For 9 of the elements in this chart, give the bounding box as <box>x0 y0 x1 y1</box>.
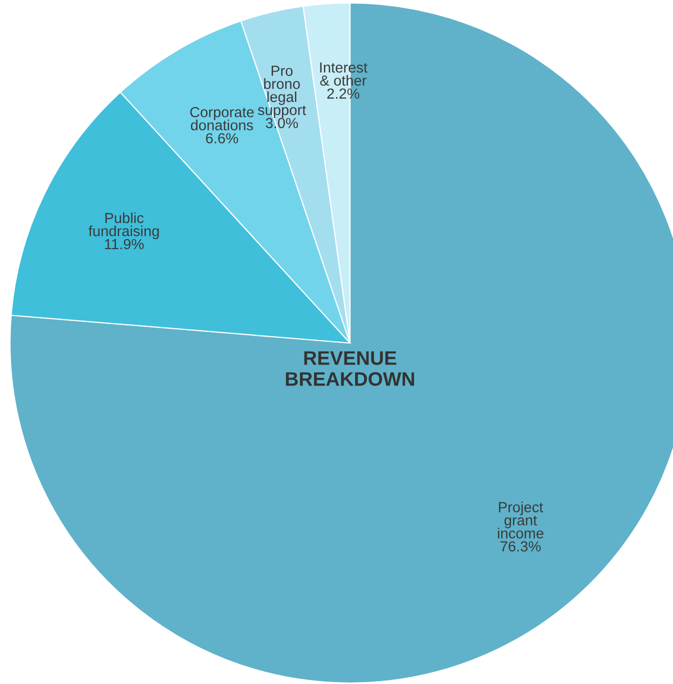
slice-label: Project grant income <box>498 502 544 538</box>
slice-label: Corporate donations <box>190 106 254 130</box>
text: REVENUE BREAKDOWN <box>286 351 414 386</box>
data-label: 6.6% <box>206 133 238 144</box>
slice-label: Public fundraising <box>88 212 159 240</box>
data-label: 3.0% <box>266 118 298 128</box>
slice-label: Pro brono legal support <box>258 66 306 118</box>
data-label: 76.3% <box>500 541 541 552</box>
data-label: 11.9% <box>105 238 144 250</box>
